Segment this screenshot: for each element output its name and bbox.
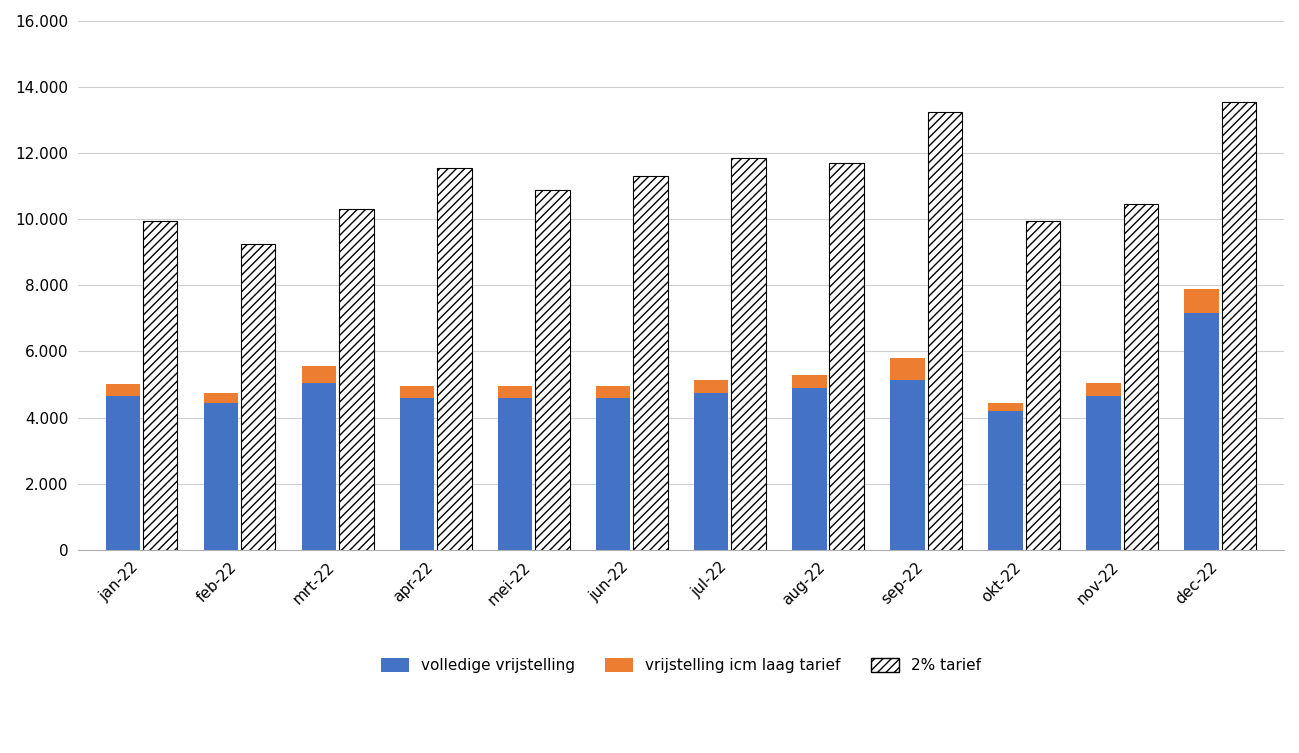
Bar: [498, 398, 533, 550]
Bar: [1185, 288, 1218, 313]
Bar: [1124, 204, 1157, 550]
Bar: [242, 244, 275, 550]
Bar: [1222, 102, 1256, 550]
Bar: [634, 176, 668, 550]
Bar: [596, 398, 630, 550]
Bar: [301, 383, 336, 550]
Bar: [339, 209, 374, 550]
Bar: [438, 168, 472, 550]
Bar: [596, 386, 630, 398]
Bar: [890, 358, 925, 380]
Bar: [792, 374, 826, 388]
Bar: [301, 366, 336, 383]
Bar: [1086, 383, 1121, 396]
Bar: [105, 396, 140, 550]
Bar: [890, 380, 925, 550]
Bar: [400, 386, 434, 398]
Bar: [1086, 396, 1121, 550]
Bar: [105, 385, 140, 396]
Bar: [535, 190, 570, 550]
Bar: [204, 393, 238, 403]
Bar: [989, 411, 1022, 550]
Bar: [792, 388, 826, 550]
Bar: [400, 398, 434, 550]
Bar: [927, 112, 961, 550]
Legend: volledige vrijstelling, vrijstelling icm laag tarief, 2% tarief: volledige vrijstelling, vrijstelling icm…: [375, 652, 987, 679]
Bar: [694, 380, 729, 393]
Bar: [830, 163, 864, 550]
Bar: [1185, 313, 1218, 550]
Bar: [1026, 221, 1060, 550]
Bar: [989, 403, 1022, 411]
Bar: [143, 221, 178, 550]
Bar: [498, 386, 533, 398]
Bar: [731, 158, 765, 550]
Bar: [204, 403, 238, 550]
Bar: [694, 393, 729, 550]
